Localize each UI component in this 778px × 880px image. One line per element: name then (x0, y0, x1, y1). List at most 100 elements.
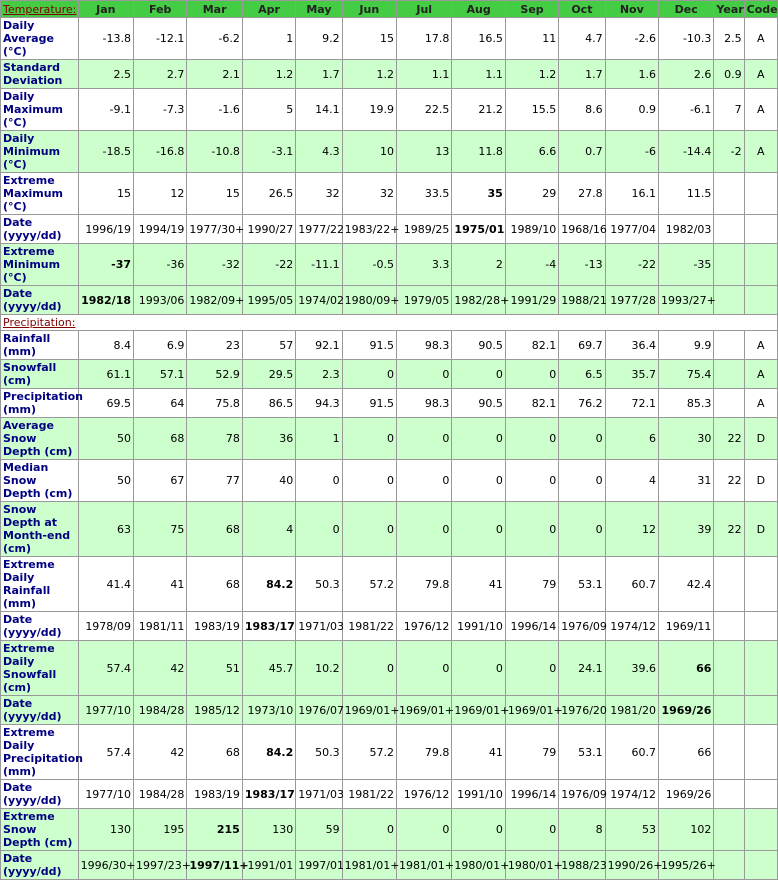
column-header: Nov (604, 0, 659, 18)
cell: 1968/16 (558, 214, 607, 244)
cell: 1983/17 (241, 611, 297, 641)
cell: 1974/12 (604, 779, 659, 809)
cell: 1985/12 (186, 695, 243, 725)
cell: 68 (186, 556, 243, 612)
cell: 0 (395, 359, 453, 389)
cell: 0 (558, 417, 606, 460)
cell: 8.6 (558, 88, 606, 131)
cell: 53.1 (558, 556, 606, 612)
cell (713, 359, 745, 389)
cell: 2.3 (295, 359, 343, 389)
cell: 6 (604, 417, 659, 460)
cell: 52.9 (186, 359, 243, 389)
cell: 78 (186, 417, 243, 460)
cell: -37 (77, 243, 135, 286)
cell: 4.3 (295, 130, 343, 173)
cell: 1976/20 (558, 695, 607, 725)
cell: 1997/11+ (186, 850, 249, 880)
cell: 31 (657, 459, 715, 502)
cell: D (743, 459, 778, 502)
cell: 77 (186, 459, 243, 502)
cell: 1982/28+ (451, 285, 509, 315)
cell: 6.9 (133, 330, 188, 360)
cell: 1977/28 (604, 285, 659, 315)
cell: 59 (295, 808, 343, 851)
data-row: Daily Maximum (°C) -9.1 -7.3 -1.6 5 14.1 19.9 2… (0, 88, 778, 131)
cell: 79 (504, 724, 560, 780)
section-title: Temperature: (0, 0, 79, 18)
cell: 61.1 (77, 359, 135, 389)
cell: 1993/27+ (657, 285, 716, 315)
cell: 215 (186, 808, 243, 851)
data-row: Extreme Maximum (°C) 15 12 15 26.5 32 32 33.5 35… (0, 172, 778, 215)
row-label: Extreme Daily Precipitation (mm) (0, 724, 83, 780)
cell: 11.8 (451, 130, 506, 173)
cell: A (743, 59, 778, 89)
cell: 1.1 (395, 59, 453, 89)
column-header: Apr (241, 0, 297, 18)
cell (713, 808, 745, 851)
data-row: Average Snow Depth (cm) 50 68 78 36 1 0 0 0 0 0 6 30… (0, 417, 778, 460)
row-label: Date (yyyy/dd) (0, 695, 79, 725)
cell: 0 (451, 501, 506, 557)
cell (743, 285, 778, 315)
cell (713, 388, 745, 418)
cell: 16.1 (604, 172, 659, 215)
cell: 1976/12 (395, 779, 453, 809)
cell: 84.2 (241, 724, 297, 780)
cell: 72.1 (604, 388, 659, 418)
cell: 1.2 (504, 59, 560, 89)
cell: 0 (451, 359, 506, 389)
column-header: May (295, 0, 343, 18)
row-label: Rainfall (mm) (0, 330, 79, 360)
cell: 0.9 (604, 88, 659, 131)
cell: 1990/27 (241, 214, 297, 244)
column-header: Dec (657, 0, 715, 18)
cell: -9.1 (77, 88, 135, 131)
cell: 0 (341, 417, 398, 460)
cell: 1974/02 (295, 285, 344, 315)
cell (743, 556, 778, 612)
cell: 1969/26 (657, 779, 715, 809)
cell: 0 (451, 417, 506, 460)
data-row: Daily Average (°C) -13.8 -12.1 -6.2 1 9.2 15 17… (0, 17, 778, 60)
cell: 1.7 (558, 59, 606, 89)
cell: 15.5 (504, 88, 560, 131)
cell: 35 (451, 172, 506, 215)
cell: 45.7 (241, 640, 297, 696)
cell: 11 (504, 17, 560, 60)
cell: -2.6 (604, 17, 659, 60)
cell: 53 (604, 808, 659, 851)
row-label: Date (yyyy/dd) (0, 214, 79, 244)
cell: 1997/23+ (133, 850, 191, 880)
cell: 1969/01+ (341, 695, 400, 725)
cell: 41.4 (77, 556, 135, 612)
cell: 40 (241, 459, 297, 502)
cell (713, 611, 745, 641)
cell: 22 (713, 459, 745, 502)
cell: 1980/01+ (451, 850, 509, 880)
cell: 3.3 (395, 243, 453, 286)
row-label: Daily Maximum (°C) (0, 88, 79, 131)
cell: -0.5 (341, 243, 398, 286)
cell: 2.1 (186, 59, 243, 89)
row-label: Daily Minimum (°C) (0, 130, 79, 173)
cell: 19.9 (341, 88, 398, 131)
cell: 102 (657, 808, 715, 851)
cell: 22 (713, 501, 745, 557)
cell: 1984/28 (133, 779, 188, 809)
cell: 63 (77, 501, 135, 557)
cell: 1973/10 (241, 695, 297, 725)
cell: 98.3 (395, 330, 453, 360)
cell: 91.5 (341, 388, 398, 418)
cell: 50 (77, 417, 135, 460)
row-label: Extreme Snow Depth (cm) (0, 808, 79, 851)
cell: 1981/01+ (395, 850, 454, 880)
cell: 17.8 (395, 17, 453, 60)
cell: 42 (133, 640, 188, 696)
cell: 0 (341, 501, 398, 557)
cell: 0 (395, 808, 453, 851)
cell: 91.5 (341, 330, 398, 360)
cell: 64 (133, 388, 188, 418)
